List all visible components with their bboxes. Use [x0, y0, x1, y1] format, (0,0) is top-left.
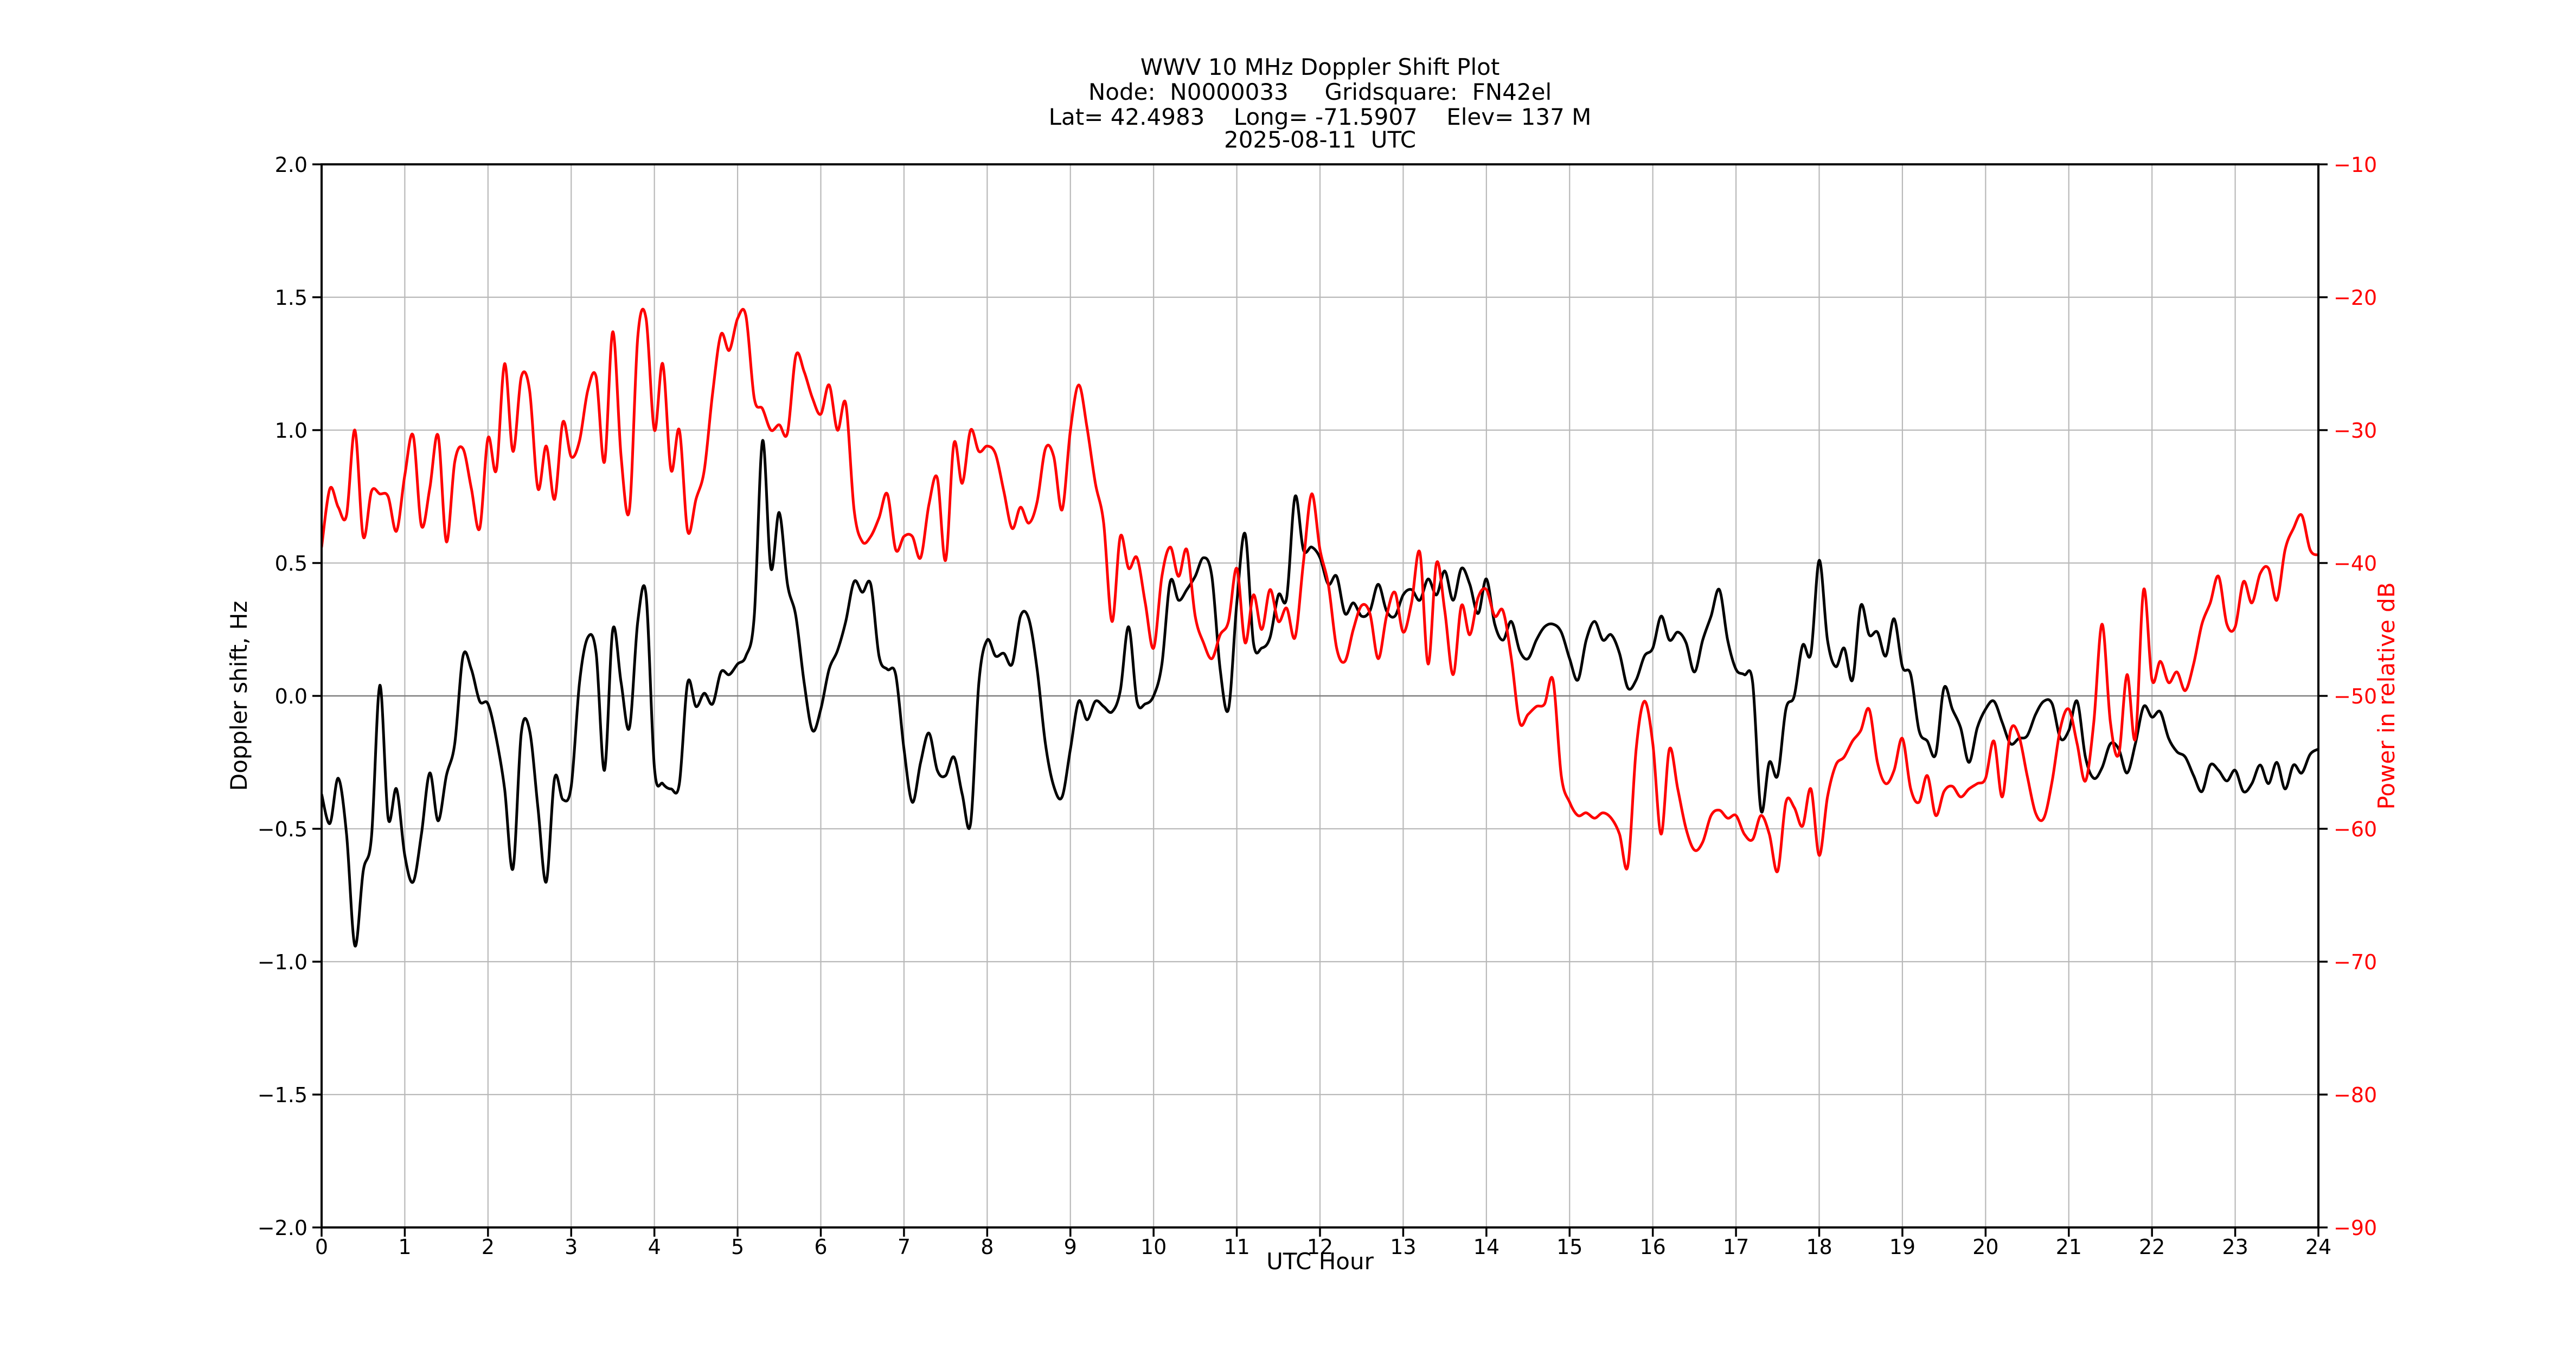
x-tick-label: 7 [898, 1235, 911, 1259]
x-tick-label: 16 [1639, 1235, 1665, 1259]
y-right-tick-label: −10 [2334, 153, 2377, 177]
y-left-tick-label: −0.5 [258, 817, 307, 841]
chart-title: WWV 10 MHz Doppler Shift Plot [1140, 54, 1500, 80]
chart-subtitle-coords: Lat= 42.4983 Long= -71.5907 Elev= 137 M [1049, 104, 1592, 130]
y-left-axis-label: Doppler shift, Hz [226, 601, 252, 791]
y-right-tick-label: −80 [2334, 1083, 2377, 1107]
x-tick-label: 2 [482, 1235, 495, 1259]
y-right-tick-label: −60 [2334, 817, 2377, 841]
y-left-tick-label: 1.5 [275, 286, 307, 310]
x-tick-label: 9 [1064, 1235, 1077, 1259]
y-left-tick-label: 0.5 [275, 552, 307, 575]
x-tick-label: 13 [1390, 1235, 1416, 1259]
y-right-tick-labels: −10 −20 −30 −40 −50 −60 −70 −80 −90 [2334, 153, 2377, 1240]
y-left-tick-label: −2.0 [258, 1216, 307, 1240]
y-left-tick-label: 1.0 [275, 419, 307, 443]
y-left-tick-label: 0.0 [275, 685, 307, 708]
x-tick-label: 8 [981, 1235, 994, 1259]
chart-subtitle-date: 2025-08-11 UTC [1224, 126, 1416, 153]
x-tick-label: 17 [1723, 1235, 1749, 1259]
y-right-tick-label: −20 [2334, 286, 2377, 310]
axes-spines [321, 163, 2319, 1229]
x-tick-label: 14 [1473, 1235, 1500, 1259]
y-left-tick-label: −1.5 [258, 1083, 307, 1107]
tick-marks [312, 163, 2328, 1237]
x-tick-label: 12 [1307, 1235, 1333, 1259]
x-axis-label: UTC Hour [1266, 1248, 1374, 1275]
x-tick-label: 21 [2056, 1235, 2082, 1259]
x-tick-label: 11 [1223, 1235, 1249, 1259]
x-tick-label: 10 [1140, 1235, 1167, 1259]
x-tick-label: 23 [2222, 1235, 2248, 1259]
y-left-tick-label: 2.0 [275, 153, 307, 177]
y-right-axis-label: Power in relative dB [2373, 582, 2400, 809]
x-tick-label: 24 [2305, 1235, 2331, 1259]
y-left-tick-labels: 2.0 1.5 1.0 0.5 0.0 −0.5 −1.0 −1.5 −2.0 [258, 153, 307, 1240]
x-tick-label: 4 [648, 1235, 661, 1259]
x-tick-label: 5 [731, 1235, 744, 1259]
y-right-tick-label: −30 [2334, 419, 2377, 443]
x-tick-label: 22 [2139, 1235, 2165, 1259]
doppler-shift-line [322, 439, 2318, 948]
y-right-tick-label: −70 [2334, 950, 2377, 974]
x-tick-label: 15 [1556, 1235, 1582, 1259]
x-tick-label: 6 [814, 1235, 827, 1259]
x-tick-label: 3 [565, 1235, 578, 1259]
power-line [322, 308, 2318, 873]
chart-subtitle-node: Node: N0000033 Gridsquare: FN42el [1088, 79, 1552, 105]
x-tick-label: 18 [1806, 1235, 1832, 1259]
gridlines [322, 164, 2318, 1227]
y-left-tick-label: −1.0 [258, 950, 307, 974]
x-tick-labels: 0 1 2 3 4 5 6 7 8 9 10 11 12 13 14 15 16 17 18 19 20 21 22 23 24 [315, 1235, 2331, 1259]
x-tick-label: 19 [1889, 1235, 1915, 1259]
y-right-tick-label: −90 [2334, 1216, 2377, 1240]
x-tick-label: 1 [398, 1235, 411, 1259]
x-tick-label: 0 [315, 1235, 328, 1259]
x-tick-label: 20 [1972, 1235, 1998, 1259]
data-series [322, 308, 2318, 948]
y-right-tick-label: −40 [2334, 552, 2377, 575]
y-right-tick-label: −50 [2334, 685, 2377, 708]
